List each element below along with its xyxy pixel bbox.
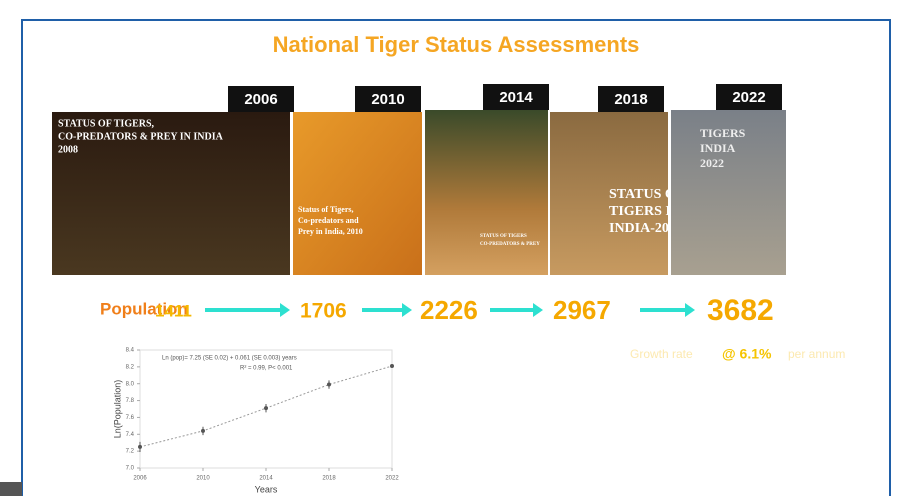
point <box>201 429 205 433</box>
population-value: 2226 <box>420 295 478 325</box>
y-tick-label: 8.4 <box>126 348 135 354</box>
covers: 2006 STATUS OF TIGERS, CO-PREDATORS & PREY… <box>52 84 786 275</box>
fit-stats: R² = 0.99, P< 0.001 <box>240 366 293 372</box>
x-tick-label: 2022 <box>385 476 399 482</box>
point <box>138 445 142 449</box>
year-label: 2010 <box>371 91 404 108</box>
cover-text: TIGERS IN <box>609 204 681 219</box>
point <box>264 406 268 410</box>
y-tick-label: 7.8 <box>126 398 135 404</box>
cover-text: Prey in India, 2010 <box>298 227 363 236</box>
cover-text: Status of Tigers, <box>298 205 354 214</box>
y-tick-label: 7.2 <box>126 449 135 455</box>
growth-after: per annum <box>788 347 845 361</box>
cover-text: 2008 <box>58 144 78 155</box>
corner-block <box>0 482 22 496</box>
year-label: 2022 <box>732 89 765 106</box>
year-label: 2018 <box>614 91 647 108</box>
x-tick-label: 2006 <box>133 476 147 482</box>
y-tick-label: 8.2 <box>126 364 135 370</box>
population-value: 1706 <box>300 300 347 323</box>
cover-text: CO-PREDATORS & PREY <box>480 242 540 247</box>
cover-image <box>293 112 422 275</box>
population-value: 1411 <box>155 301 192 320</box>
y-tick-label: 7.4 <box>126 432 135 438</box>
cover-text: TIGERS <box>700 126 746 140</box>
slide: National Tiger Status Assessments 2006 ST… <box>0 0 904 496</box>
growth-before: Growth rate <box>630 347 693 361</box>
y-tick-label: 7.0 <box>126 466 135 472</box>
cover-text: CO-PREDATORS & PREY IN INDIA <box>58 131 224 142</box>
cover-image <box>425 110 548 275</box>
cover-text: STATUS OF TIGERS, <box>58 118 155 129</box>
cover-text: Co-predators and <box>298 216 359 225</box>
year-label: 2006 <box>244 91 277 108</box>
point <box>327 383 331 387</box>
point <box>390 364 394 368</box>
growth-rate: @ 6.1% <box>722 346 772 362</box>
x-tick-label: 2014 <box>259 476 273 482</box>
y-tick-label: 8.0 <box>126 381 135 387</box>
y-tick-label: 7.6 <box>126 415 135 421</box>
x-axis-label: Years <box>255 484 278 494</box>
y-axis-label: Ln(Population) <box>112 380 122 439</box>
x-tick-label: 2018 <box>322 476 336 482</box>
cover-text: STATUS OF TIGERS <box>480 234 527 239</box>
population-value: 3682 <box>707 294 774 327</box>
cover-text: 2022 <box>700 156 724 170</box>
cover-text: INDIA <box>700 141 736 155</box>
equation: Ln (pop)= 7.25 (SE 0.02) + 0.061 (SE 0.0… <box>162 356 297 362</box>
title: National Tiger Status Assessments <box>273 32 640 57</box>
year-label: 2014 <box>499 89 533 106</box>
population-value: 2967 <box>553 295 611 325</box>
x-tick-label: 2010 <box>196 476 210 482</box>
